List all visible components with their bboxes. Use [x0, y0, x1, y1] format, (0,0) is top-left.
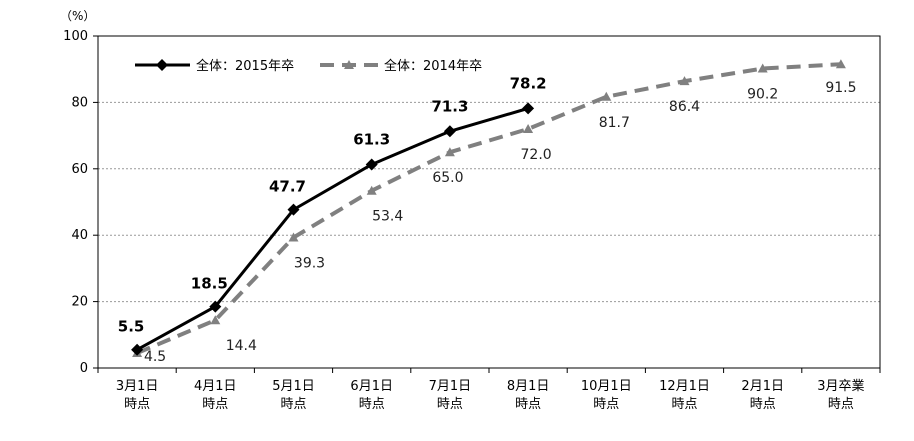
marker-2015 — [443, 125, 456, 138]
x-category-label: 12月1日時点 — [659, 379, 710, 412]
x-category-label: 5月1日時点 — [272, 379, 315, 412]
marker-2015 — [287, 203, 300, 216]
y-tick-label: 0 — [80, 361, 88, 376]
marker-2014 — [757, 63, 768, 73]
marker-2014 — [835, 59, 846, 69]
gridlines — [98, 101, 880, 303]
x-category-label: 3月卒業時点 — [817, 378, 864, 412]
x-category-label: 7月1日時点 — [429, 379, 472, 412]
marker-2015 — [522, 102, 535, 115]
data-label-2014: 91.5 — [825, 80, 856, 96]
marker-2015 — [209, 300, 222, 313]
data-label-2015: 5.5 — [118, 318, 145, 336]
x-category-label: 3月1日時点 — [116, 379, 159, 412]
data-label-2014: 72.0 — [521, 147, 552, 163]
legend: 全体：2015年卒 全体：2014年卒 — [135, 58, 482, 74]
x-category-label: 2月1日時点 — [741, 379, 784, 412]
data-label-2014: 86.4 — [669, 99, 700, 115]
y-tick-label: 100 — [63, 29, 88, 44]
data-label-2015: 71.3 — [431, 97, 468, 115]
marker-2014 — [679, 76, 690, 86]
x-category-label: 4月1日時点 — [194, 379, 237, 412]
legend-label-2014: 全体：2014年卒 — [384, 58, 482, 74]
data-label-2014: 14.4 — [226, 338, 257, 354]
axes: 0 20 40 60 80 100 3月1日時点 4月1日時点 5月1日時点 6月1日時点 7月1日… — [63, 29, 881, 412]
y-tick-label: 60 — [71, 162, 88, 177]
y-tick-label: 20 — [71, 295, 88, 310]
data-label-2014: 53.4 — [372, 209, 403, 225]
marker-2014 — [288, 232, 299, 242]
y-tick-label: 40 — [71, 228, 88, 243]
marker-2015 — [131, 343, 144, 356]
legend-label-2015: 全体：2015年卒 — [196, 58, 294, 74]
x-category-label: 6月1日時点 — [350, 379, 393, 412]
data-label-2014: 90.2 — [747, 87, 778, 103]
data-label-2015: 61.3 — [353, 130, 390, 148]
data-label-2014: 39.3 — [294, 256, 325, 272]
marker-2014 — [601, 91, 612, 101]
x-category-label: 10月1日時点 — [581, 379, 632, 412]
series-line-2015 — [136, 106, 529, 352]
data-label-2014: 81.7 — [599, 115, 630, 131]
marker-2015 — [365, 158, 378, 171]
series-line-2014 — [136, 62, 842, 355]
data-labels: 5.5 18.5 47.7 61.3 71.3 78.2 4.5 14.4 39.3 53.4 65… — [118, 74, 857, 365]
data-label-2014: 4.5 — [144, 349, 166, 365]
data-label-2015: 18.5 — [191, 275, 228, 293]
marker-2014 — [210, 315, 221, 325]
marker-2014 — [366, 185, 377, 195]
data-label-2014: 65.0 — [432, 170, 463, 186]
data-label-2015: 78.2 — [510, 74, 547, 92]
y-tick-label: 80 — [71, 95, 88, 110]
marker-2014 — [444, 147, 455, 157]
data-label-2015: 47.7 — [269, 178, 306, 196]
x-category-label: 8月1日時点 — [507, 379, 550, 412]
legend-marker-2015 — [156, 59, 168, 71]
legend-marker-2014 — [344, 60, 354, 69]
marker-2014 — [523, 123, 534, 133]
series — [131, 59, 846, 358]
y-unit-label: （%） — [60, 9, 95, 23]
